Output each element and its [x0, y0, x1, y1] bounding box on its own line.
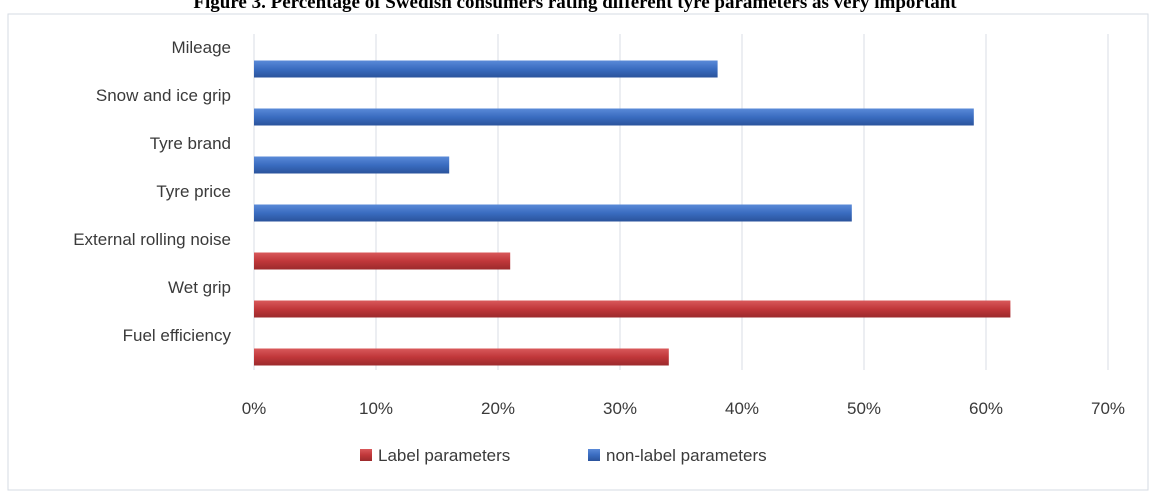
x-tick-label: 60%	[969, 399, 1003, 418]
bar-wet-grip	[254, 300, 1011, 318]
legend-swatch-label-parameters	[360, 449, 372, 461]
category-label: Wet grip	[168, 278, 231, 297]
legend-label: Label parameters	[378, 446, 510, 465]
category-label: External rolling noise	[73, 230, 231, 249]
chart-border	[7, 13, 1149, 491]
bars	[254, 60, 1011, 366]
legend-swatch-non-label-parameters	[588, 449, 600, 461]
category-label: Tyre price	[156, 182, 231, 201]
x-tick-label: 30%	[603, 399, 637, 418]
bar-tyre-price	[254, 204, 852, 222]
legend-label: non-label parameters	[606, 446, 767, 465]
bar-external-rolling-noise	[254, 252, 511, 270]
bar-fuel-efficiency	[254, 348, 669, 366]
x-tick-label: 10%	[359, 399, 393, 418]
chart-title: Figure 3. Percentage of Swedish consumer…	[193, 0, 957, 13]
bar-mileage	[254, 60, 718, 78]
bar-snow-and-ice-grip	[254, 108, 974, 126]
x-tick-label: 70%	[1091, 399, 1125, 418]
category-label: Snow and ice grip	[96, 86, 231, 105]
category-label: Fuel efficiency	[123, 326, 232, 345]
x-tick-label: 20%	[481, 399, 515, 418]
category-label: Mileage	[171, 38, 231, 57]
x-axis-ticks: 0% 10% 20% 30% 40% 50% 60% 70%	[242, 399, 1125, 418]
x-tick-label: 50%	[847, 399, 881, 418]
legend: Label parameters non-label parameters	[360, 446, 767, 465]
gridlines	[253, 34, 1109, 370]
x-tick-label: 40%	[725, 399, 759, 418]
bar-tyre-brand	[254, 156, 450, 174]
category-labels: Mileage Snow and ice grip Tyre brand Tyre p…	[73, 38, 231, 345]
category-label: Tyre brand	[150, 134, 231, 153]
x-tick-label: 0%	[242, 399, 267, 418]
